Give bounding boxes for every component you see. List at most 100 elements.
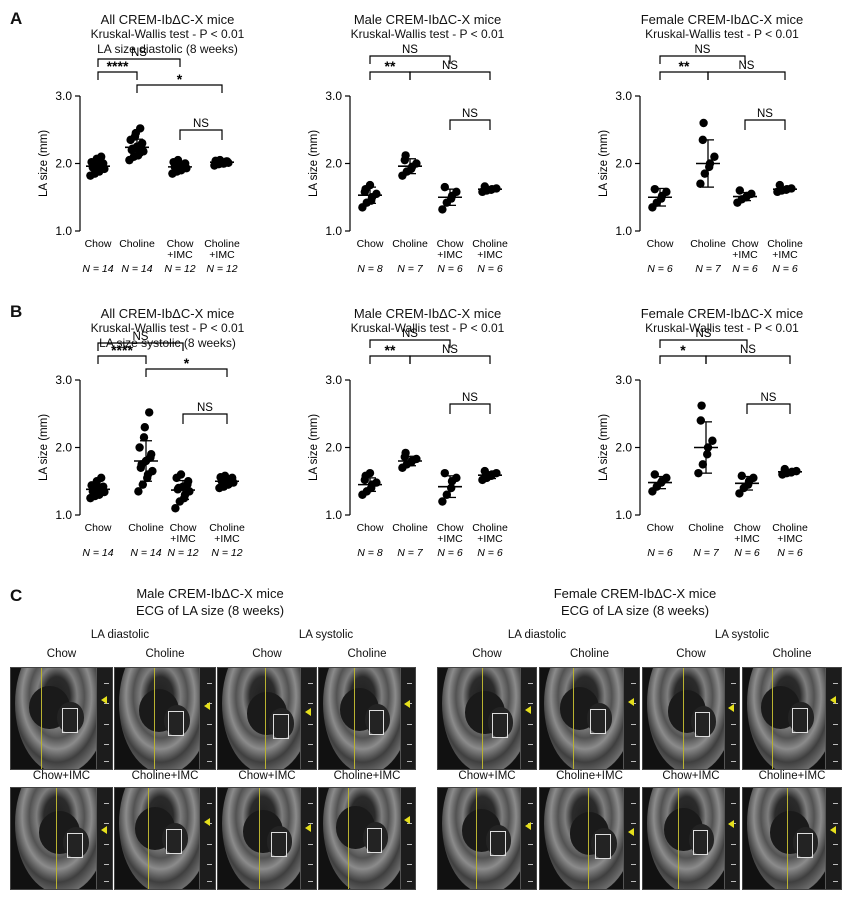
echo-measure-box xyxy=(270,832,287,857)
echo-depth-scale xyxy=(300,668,316,769)
echo-condition-label: Choline xyxy=(570,648,609,660)
significance-label: NS xyxy=(695,44,711,56)
echo-guide-line xyxy=(41,668,43,769)
data-point xyxy=(184,477,193,486)
chart-a2-title-block: Male CREM-IbΔC-X mice Kruskal-Wallis tes… xyxy=(335,12,520,42)
chart-title: Female CREM-IbΔC-X mice xyxy=(640,12,804,27)
category-label: Choline xyxy=(209,522,245,534)
echo-depth-scale xyxy=(623,668,639,769)
echo-marker-arrow xyxy=(305,824,312,833)
echo-male-title: Male CREM-IbΔC-X mice xyxy=(136,586,284,601)
chart-subtitle: Kruskal-Wallis test - P < 0.01 xyxy=(350,27,505,41)
data-point xyxy=(372,478,381,487)
category-label: +IMC xyxy=(214,533,240,545)
category-label: Chow xyxy=(357,522,384,534)
chart-a2: 1.0 2.0 3.0 LA size (mm) Chow N = 8 Choline N =… xyxy=(308,44,508,275)
data-point xyxy=(365,468,375,478)
phase-label: LA systolic xyxy=(714,629,770,641)
category-label: +IMC xyxy=(772,249,798,261)
echo-image xyxy=(642,667,740,770)
data-point xyxy=(480,466,489,476)
significance-bracket xyxy=(369,339,451,348)
echo-measure-box xyxy=(692,830,709,855)
category-label: +IMC xyxy=(732,249,758,261)
significance-bracket xyxy=(449,119,491,130)
chart-subtitle: Kruskal-Wallis test - P < 0.01 xyxy=(645,321,799,335)
data-point xyxy=(699,118,708,128)
echo-image xyxy=(539,787,640,890)
category-label: Chow xyxy=(170,522,197,534)
echo-marker-arrow xyxy=(404,816,411,825)
data-point xyxy=(696,179,705,188)
echo-guide-line xyxy=(772,668,774,769)
category-label: Choline xyxy=(392,522,428,534)
echo-condition-label: Chow xyxy=(472,648,502,660)
echo-guide-line xyxy=(587,788,589,889)
y-tick-label: 1.0 xyxy=(615,508,632,522)
data-point xyxy=(171,504,180,513)
echo-measure-box xyxy=(694,712,711,737)
significance-label: * xyxy=(177,71,183,87)
echo-image xyxy=(10,667,113,770)
n-label: N = 14 xyxy=(121,263,152,275)
data-point xyxy=(140,423,149,432)
echo-marker-arrow xyxy=(525,706,532,715)
category-label: Choline xyxy=(772,522,808,534)
echo-image xyxy=(742,787,842,890)
data-point xyxy=(139,147,148,156)
significance-label: NS xyxy=(696,328,712,340)
echo-image xyxy=(114,667,216,770)
category-label: Choline xyxy=(690,238,726,250)
y-tick-label: 3.0 xyxy=(615,89,632,103)
data-point xyxy=(147,450,156,459)
significance-bracket xyxy=(97,71,138,80)
echo-depth-scale xyxy=(723,788,739,889)
y-tick-label: 3.0 xyxy=(55,89,72,103)
data-point xyxy=(694,468,703,478)
category-label: +IMC xyxy=(167,249,193,261)
echo-marker-arrow xyxy=(628,698,635,707)
significance-label: NS xyxy=(462,392,478,404)
y-tick-label: 1.0 xyxy=(55,508,72,522)
n-label: N = 7 xyxy=(397,263,424,275)
data-point xyxy=(401,151,410,160)
y-axis-label: LA size (mm) xyxy=(598,130,610,197)
data-point xyxy=(438,205,447,214)
data-point xyxy=(176,470,186,479)
chart-title: All CREM-IbΔC-X mice xyxy=(100,306,235,321)
echo-image xyxy=(318,787,416,890)
echo-marker-arrow xyxy=(305,708,312,717)
y-tick-label: 2.0 xyxy=(325,441,342,455)
echo-measure-box xyxy=(489,831,506,856)
echo-image xyxy=(437,787,537,890)
n-label: N = 12 xyxy=(211,547,242,559)
echo-guide-line xyxy=(476,788,478,889)
echo-measure-box xyxy=(168,711,184,736)
echo-guide-line xyxy=(259,788,261,889)
category-label: Choline xyxy=(688,522,724,534)
echo-depth-scale xyxy=(399,668,415,769)
category-label: Chow xyxy=(647,522,674,534)
echo-guide-line xyxy=(154,668,155,769)
phase-label: LA diastolic xyxy=(90,629,150,641)
category-label: +IMC xyxy=(734,533,760,545)
category-label: Choline xyxy=(472,238,508,250)
n-label: N = 6 xyxy=(777,547,803,559)
phase-label: LA systolic xyxy=(298,629,354,641)
echo-condition-label: Choline+IMC xyxy=(556,770,623,782)
n-label: N = 6 xyxy=(647,547,673,559)
significance-label: **** xyxy=(111,342,133,358)
y-tick-label: 3.0 xyxy=(615,373,632,387)
echo-depth-scale xyxy=(825,788,841,889)
echo-guide-line xyxy=(353,668,355,769)
chart-b1: 1.0 2.0 3.0 LA size (mm) Chow N = 14 Choline N … xyxy=(38,331,245,559)
chart-title: Male CREM-IbΔC-X mice xyxy=(353,12,502,27)
category-label: Choline xyxy=(119,238,155,250)
data-point xyxy=(749,473,758,483)
n-label: N = 6 xyxy=(734,547,760,559)
data-point xyxy=(145,408,154,417)
significance-label: NS xyxy=(197,402,213,414)
significance-bracket xyxy=(449,403,491,414)
chart-title: Female CREM-IbΔC-X mice xyxy=(640,306,804,321)
